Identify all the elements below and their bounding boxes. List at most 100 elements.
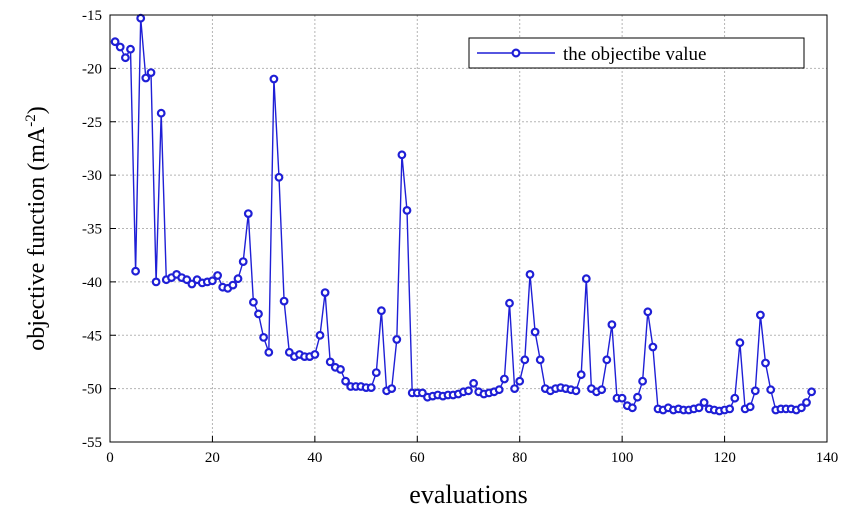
data-point <box>120 53 130 63</box>
data-point <box>525 270 535 279</box>
y-tick-label: -35 <box>82 222 102 238</box>
data-point <box>274 172 284 182</box>
data-point <box>392 335 402 344</box>
data-point <box>638 376 647 386</box>
data-point <box>464 386 473 396</box>
y-axis-label-close: ) <box>24 106 50 114</box>
data-point <box>151 277 161 287</box>
x-tick-label: 100 <box>611 450 634 466</box>
data-point <box>366 383 376 393</box>
data-point <box>146 68 156 77</box>
data-point <box>766 385 776 395</box>
data-point <box>530 327 540 337</box>
data-point <box>233 274 243 284</box>
data-point <box>520 355 530 365</box>
x-tick-label: 20 <box>205 450 220 466</box>
data-point <box>597 385 607 395</box>
data-point <box>110 37 120 47</box>
legend-marker <box>511 48 521 58</box>
y-tick-label: -45 <box>82 328 102 344</box>
data-point <box>243 209 253 219</box>
data-point <box>807 387 816 397</box>
x-tick-label: 140 <box>816 450 839 466</box>
data-point <box>607 320 617 330</box>
data-point <box>505 298 514 308</box>
data-point <box>187 279 197 289</box>
data-point <box>156 108 166 118</box>
axis-ticks <box>109 14 828 443</box>
data-point <box>725 404 735 414</box>
data-point <box>510 384 519 394</box>
data-point <box>571 386 581 396</box>
data-point <box>254 309 263 319</box>
data-point <box>602 355 612 365</box>
data-point <box>248 297 258 307</box>
data-point <box>643 307 653 317</box>
data-point <box>136 13 146 23</box>
y-tick-label: -15 <box>82 8 102 24</box>
x-tick-label: 120 <box>713 450 736 466</box>
data-point <box>238 257 248 267</box>
data-point <box>336 365 345 374</box>
data-point <box>628 403 637 413</box>
x-axis-label: evaluations <box>409 480 527 509</box>
data-point <box>320 288 330 298</box>
data-point <box>576 370 586 380</box>
y-tick-label: -40 <box>82 275 102 291</box>
data-point <box>730 393 740 403</box>
x-tick-label: 80 <box>512 450 527 466</box>
data-point <box>141 73 151 83</box>
x-tick-label: 40 <box>307 450 322 466</box>
data-point <box>581 274 591 284</box>
data-point <box>735 338 745 348</box>
data-point <box>397 150 407 160</box>
data-point <box>699 398 709 407</box>
y-tick-label: -25 <box>82 115 102 131</box>
data-point <box>325 357 335 367</box>
data-point <box>315 330 325 340</box>
data-point <box>797 403 806 413</box>
data-point <box>535 355 545 365</box>
data-point <box>279 296 289 306</box>
data-point <box>207 276 217 286</box>
y-tick-labels: -15 -20 -25 -30 -35 -40 -45 -50 -55 <box>82 8 102 451</box>
y-tick-label: -55 <box>82 435 102 451</box>
data-point <box>648 342 658 352</box>
data-point <box>617 393 627 403</box>
y-axis-label: objective function (mA-2) <box>23 106 50 350</box>
data-point <box>694 403 704 413</box>
data-point <box>377 306 386 316</box>
y-axis-label-superscript: -2 <box>23 114 39 127</box>
data-point <box>131 266 141 276</box>
data-point <box>500 374 509 384</box>
data-point <box>633 392 642 402</box>
data-point <box>264 347 274 357</box>
data-point <box>402 205 412 215</box>
data-point <box>228 280 238 290</box>
data-point <box>115 42 125 52</box>
data-point <box>341 376 351 386</box>
data-point <box>515 376 525 386</box>
legend-label: the objectibe value <box>563 44 707 65</box>
data-point <box>387 384 397 394</box>
data-point <box>310 350 320 359</box>
data-point <box>213 271 223 280</box>
data-point <box>371 368 381 378</box>
y-axis-label-main: objective function (mA <box>24 126 50 351</box>
data-point <box>802 398 811 407</box>
data-point <box>761 358 770 368</box>
data-point <box>745 402 755 412</box>
x-tick-labels: 0 20 40 60 80 100 120 140 <box>106 450 838 466</box>
data-point <box>750 386 760 396</box>
data-point <box>126 44 135 54</box>
legend: the objectibe value <box>468 37 805 69</box>
y-tick-label: -20 <box>82 61 102 77</box>
data-point <box>259 333 269 342</box>
y-tick-label: -30 <box>82 168 102 184</box>
data-point <box>269 74 279 84</box>
data-point <box>469 378 479 388</box>
y-tick-label: -50 <box>82 382 102 398</box>
x-tick-label: 60 <box>410 450 425 466</box>
